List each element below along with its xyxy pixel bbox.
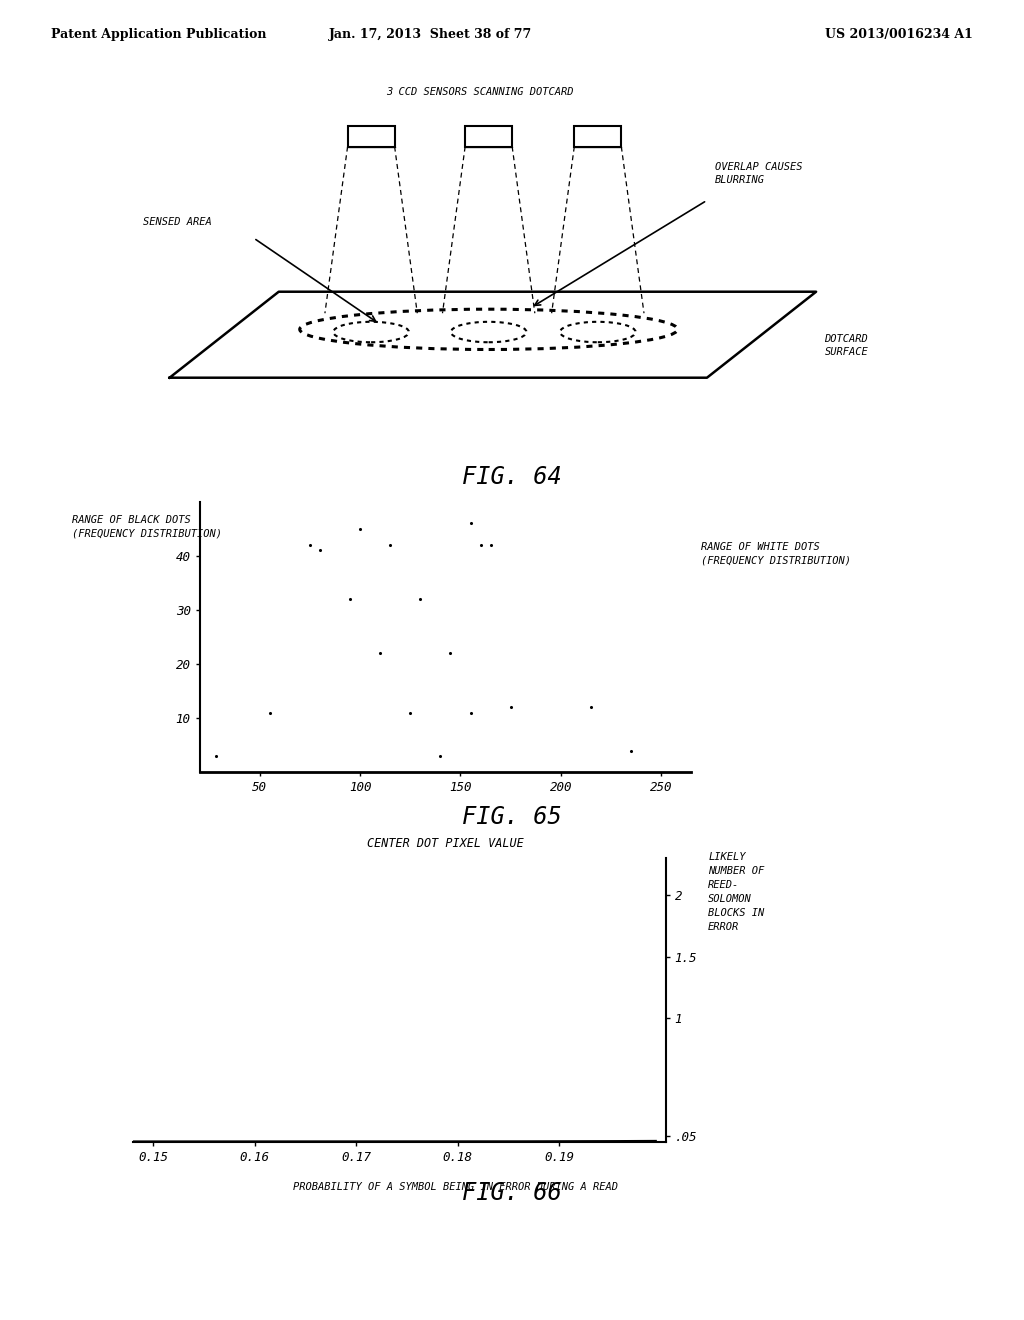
Text: Patent Application Publication: Patent Application Publication: [51, 28, 266, 41]
Bar: [574, 127, 622, 147]
Point: [312, 540, 329, 561]
Point: [208, 746, 224, 767]
Text: PROBABILITY OF A SYMBOL BEING IN ERROR DURING A READ: PROBABILITY OF A SYMBOL BEING IN ERROR D…: [293, 1181, 617, 1192]
Text: OVERLAP CAUSES
BLURRING: OVERLAP CAUSES BLURRING: [716, 162, 803, 185]
Point: [462, 512, 478, 533]
Point: [482, 535, 499, 556]
Point: [342, 589, 358, 610]
Point: [623, 741, 639, 762]
Point: [382, 535, 398, 556]
Text: LIKELY
NUMBER OF
REED-
SOLOMON
BLOCKS IN
ERROR: LIKELY NUMBER OF REED- SOLOMON BLOCKS IN…: [709, 853, 765, 932]
Text: DOTCARD
SURFACE: DOTCARD SURFACE: [824, 334, 868, 358]
Text: SENSED AREA: SENSED AREA: [142, 218, 212, 227]
Point: [372, 643, 388, 664]
Point: [302, 535, 318, 556]
Text: 3 CCD SENSORS SCANNING DOTCARD: 3 CCD SENSORS SCANNING DOTCARD: [386, 87, 574, 98]
Text: FIG. 64: FIG. 64: [462, 465, 562, 488]
Point: [402, 702, 419, 723]
Point: [352, 517, 369, 539]
Text: CENTER DOT PIXEL VALUE: CENTER DOT PIXEL VALUE: [367, 837, 524, 850]
Point: [262, 702, 279, 723]
Point: [432, 746, 449, 767]
Point: [472, 535, 488, 556]
Point: [503, 697, 519, 718]
Point: [442, 643, 459, 664]
Text: RANGE OF WHITE DOTS
(FREQUENCY DISTRIBUTION): RANGE OF WHITE DOTS (FREQUENCY DISTRIBUT…: [701, 543, 851, 565]
Text: US 2013/0016234 A1: US 2013/0016234 A1: [825, 28, 973, 41]
Point: [413, 589, 429, 610]
Text: FIG. 66: FIG. 66: [462, 1181, 562, 1205]
Bar: [347, 127, 394, 147]
Bar: [465, 127, 512, 147]
Text: Jan. 17, 2013  Sheet 38 of 77: Jan. 17, 2013 Sheet 38 of 77: [329, 28, 531, 41]
Text: RANGE OF BLACK DOTS
(FREQUENCY DISTRIBUTION): RANGE OF BLACK DOTS (FREQUENCY DISTRIBUT…: [72, 515, 222, 539]
Text: FIG. 65: FIG. 65: [462, 805, 562, 829]
Point: [462, 702, 478, 723]
Point: [583, 697, 599, 718]
